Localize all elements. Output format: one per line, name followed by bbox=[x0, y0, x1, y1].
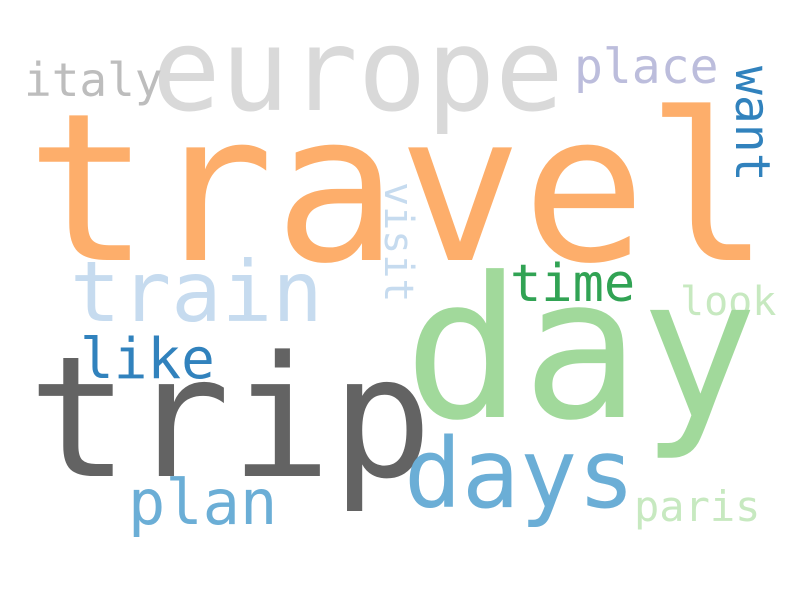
word-look: look bbox=[680, 279, 777, 325]
word-place: place bbox=[574, 39, 719, 95]
word-trip: trip bbox=[28, 320, 433, 516]
word-travel: travel bbox=[26, 69, 771, 309]
word-days: days bbox=[404, 418, 636, 530]
word-europe: europe bbox=[152, 4, 564, 137]
word-paris: paris bbox=[634, 482, 761, 531]
word-italy: italy bbox=[24, 53, 163, 107]
word-day: day bbox=[404, 236, 759, 464]
word-time: time bbox=[510, 254, 636, 314]
word-like: like bbox=[80, 327, 215, 392]
word-visit: visit bbox=[375, 182, 421, 303]
word-train: train bbox=[70, 243, 323, 341]
word-plan: plan bbox=[128, 466, 278, 539]
word-want: want bbox=[724, 66, 780, 182]
